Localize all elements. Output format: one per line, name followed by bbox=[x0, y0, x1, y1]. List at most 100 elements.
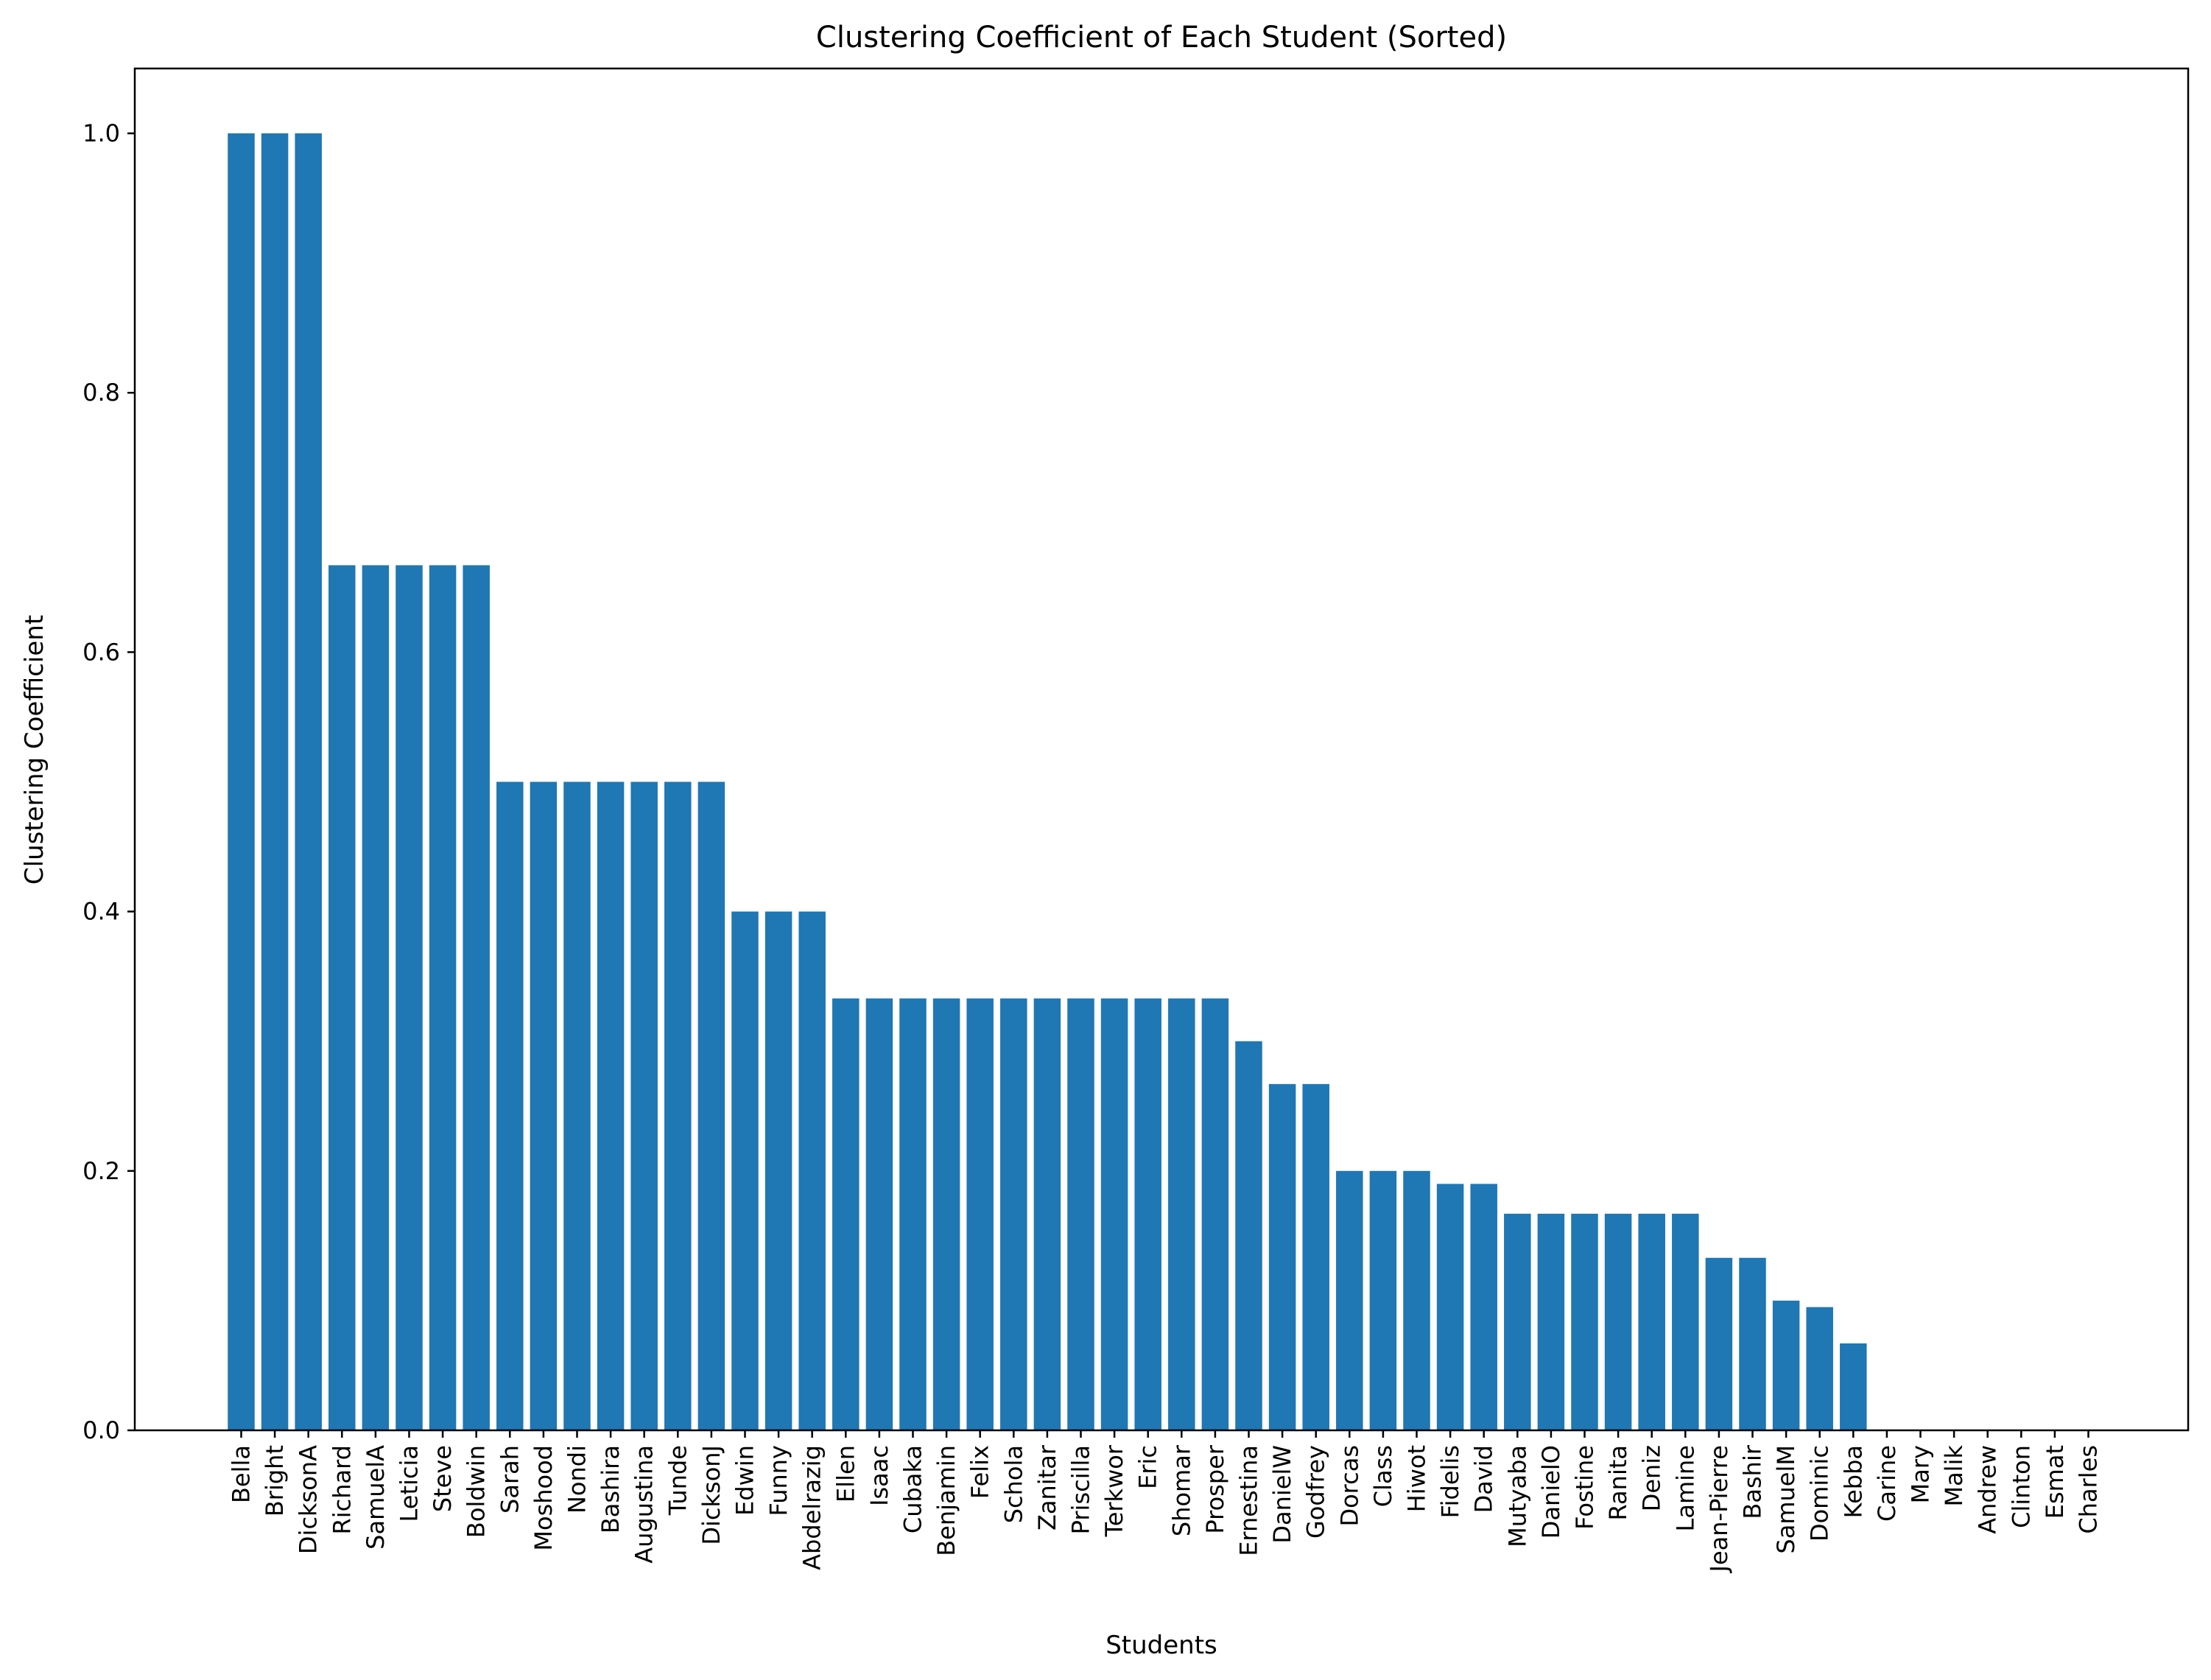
x-tick-label: Priscilla bbox=[1067, 1445, 1095, 1534]
bar bbox=[1571, 1213, 1598, 1430]
bar bbox=[1235, 1041, 1262, 1430]
plot-frame bbox=[133, 67, 2190, 1432]
x-tick-label: Kebba bbox=[1839, 1445, 1867, 1518]
x-tick-label: Richard bbox=[328, 1445, 356, 1535]
y-tick-label: 0.6 bbox=[82, 638, 120, 666]
x-tick-label: Zanitar bbox=[1033, 1444, 1061, 1530]
x-tick-label: Deniz bbox=[1638, 1445, 1666, 1511]
x-tick-label: Moshood bbox=[530, 1445, 558, 1551]
x-tick-label: Edwin bbox=[731, 1445, 759, 1516]
bars bbox=[228, 133, 1867, 1431]
x-tick-label: Felix bbox=[966, 1445, 994, 1499]
bar bbox=[1067, 998, 1094, 1430]
x-tick-label: Ranita bbox=[1604, 1445, 1632, 1520]
x-tick-label: SamuelM bbox=[1772, 1445, 1800, 1554]
bar bbox=[328, 565, 356, 1431]
x-tick-label: Isaac bbox=[865, 1445, 893, 1506]
bar bbox=[1504, 1213, 1531, 1430]
bar bbox=[496, 781, 524, 1430]
x-tick-label: Leticia bbox=[396, 1445, 423, 1522]
x-tick-label: David bbox=[1470, 1445, 1498, 1513]
bar bbox=[1302, 1083, 1329, 1430]
bar bbox=[530, 781, 558, 1430]
bar bbox=[966, 998, 994, 1430]
x-tick-label: Schola bbox=[999, 1445, 1027, 1523]
x-tick-label: Bashir bbox=[1739, 1444, 1767, 1519]
x-tick-label: Nondi bbox=[563, 1445, 591, 1514]
bar bbox=[1806, 1307, 1833, 1430]
x-tick-label: Fostine bbox=[1571, 1445, 1599, 1530]
y-tick-label: 0.0 bbox=[82, 1416, 120, 1444]
bar bbox=[597, 781, 625, 1430]
x-tick-label: Dorcas bbox=[1335, 1445, 1363, 1527]
bar bbox=[1369, 1170, 1397, 1430]
bar bbox=[463, 565, 490, 1431]
bar bbox=[1201, 998, 1229, 1430]
bar bbox=[1840, 1343, 1867, 1430]
bar bbox=[899, 998, 927, 1430]
x-tick-label: Benjamin bbox=[932, 1445, 960, 1556]
bar bbox=[228, 133, 255, 1430]
bar bbox=[1436, 1184, 1464, 1430]
bar bbox=[731, 911, 759, 1430]
bar bbox=[1772, 1300, 1800, 1430]
x-tick-label: Prosper bbox=[1201, 1444, 1229, 1533]
bar bbox=[1168, 998, 1195, 1430]
x-tick-label: Hiwot bbox=[1403, 1445, 1431, 1512]
bar bbox=[362, 565, 390, 1431]
bar bbox=[697, 781, 725, 1430]
y-axis-title: Clustering Coefficient bbox=[20, 615, 49, 885]
bar bbox=[798, 911, 826, 1430]
x-tick-label: Godfrey bbox=[1302, 1445, 1330, 1539]
x-tick-label: Andrew bbox=[1974, 1445, 2002, 1534]
bar bbox=[396, 565, 423, 1431]
x-tick-label: Carine bbox=[1873, 1445, 1901, 1522]
bar bbox=[261, 133, 289, 1430]
x-tick-label: Clinton bbox=[2007, 1445, 2035, 1528]
x-tick-label: Funny bbox=[764, 1445, 792, 1516]
x-tick-label: Sarah bbox=[496, 1445, 524, 1514]
x-tick-label: Mutyaba bbox=[1503, 1445, 1531, 1547]
x-tick-label: Dominic bbox=[1806, 1445, 1834, 1542]
bar bbox=[865, 998, 893, 1430]
bar bbox=[1604, 1213, 1632, 1430]
bar bbox=[429, 565, 457, 1431]
bar bbox=[1672, 1213, 1699, 1430]
x-tick-label: DicksonA bbox=[295, 1445, 323, 1554]
x-tick-label: Charles bbox=[2075, 1445, 2103, 1534]
x-tick-label: Augustina bbox=[630, 1445, 658, 1564]
bar bbox=[1470, 1184, 1497, 1430]
bar bbox=[630, 781, 658, 1430]
x-tick-label: SamuelA bbox=[362, 1445, 390, 1550]
bar bbox=[932, 998, 960, 1430]
x-tick-label: Cubaka bbox=[899, 1445, 927, 1533]
x-tick-label: Bella bbox=[228, 1445, 256, 1503]
y-tick-label: 1.0 bbox=[82, 119, 120, 147]
x-tick-label: Shomar bbox=[1167, 1444, 1195, 1536]
x-tick-label: Jean-Pierre bbox=[1705, 1445, 1733, 1573]
x-tick-label: Terkwor bbox=[1100, 1444, 1128, 1537]
x-tick-label: Steve bbox=[429, 1445, 457, 1512]
bar bbox=[1268, 1083, 1296, 1430]
bar bbox=[1033, 998, 1061, 1430]
bar bbox=[832, 998, 860, 1430]
x-tick-label: Lamine bbox=[1671, 1445, 1699, 1531]
bar bbox=[563, 781, 591, 1430]
x-tick-label: Ernestina bbox=[1235, 1445, 1263, 1556]
x-tick-label: Eric bbox=[1134, 1445, 1162, 1489]
x-tick-label: Malik bbox=[1940, 1445, 1968, 1507]
x-tick-label: Abdelrazig bbox=[798, 1445, 826, 1570]
chart-title: Clustering Coefficient of Each Student (… bbox=[816, 21, 1507, 55]
x-tick-label: DanielO bbox=[1537, 1445, 1565, 1539]
y-tick-label: 0.8 bbox=[82, 379, 120, 407]
bar bbox=[1134, 998, 1161, 1430]
x-tick-label: Mary bbox=[1907, 1445, 1935, 1503]
bar bbox=[1403, 1170, 1430, 1430]
bar bbox=[1739, 1257, 1766, 1430]
bar bbox=[295, 133, 322, 1430]
bar bbox=[1638, 1213, 1665, 1430]
bar bbox=[1336, 1170, 1363, 1430]
x-tick-label: Fidelis bbox=[1436, 1445, 1464, 1518]
bar bbox=[1000, 998, 1027, 1430]
bar bbox=[1537, 1213, 1565, 1430]
